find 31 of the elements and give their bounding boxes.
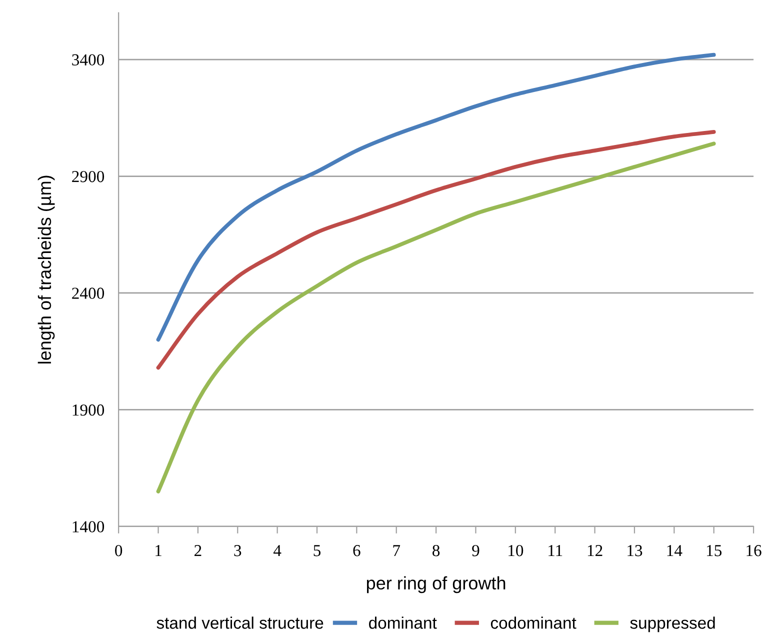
x-tick-label: 10 <box>508 544 524 556</box>
x-tick-label: 8 <box>432 544 440 556</box>
x-axis-title: per ring of growth <box>366 576 506 594</box>
legend-label: codominant <box>490 616 576 629</box>
x-tick-label: 7 <box>393 545 400 556</box>
x-tick-label: 3 <box>234 545 242 556</box>
y-tick-label: 2900 <box>72 170 104 182</box>
x-tick-label: 15 <box>706 545 722 556</box>
x-tick-label: 5 <box>314 545 321 556</box>
line-series <box>156 52 716 342</box>
legend-label: suppressed <box>630 616 715 632</box>
x-tick-label: 0 <box>115 544 122 556</box>
x-tick-label: 11 <box>548 545 562 556</box>
x-tick-label: 16 <box>746 545 762 556</box>
legend-label: dominant <box>369 616 437 629</box>
y-tick-label: 2400 <box>72 288 104 299</box>
x-tick-label: 9 <box>472 545 480 556</box>
legend-title: stand vertical structure <box>156 616 324 629</box>
x-tick-label: 6 <box>353 545 360 556</box>
x-tick-label: 2 <box>194 545 202 556</box>
y-axis-title: length of tracheids (µm) <box>38 176 55 364</box>
line-series <box>156 130 716 370</box>
y-tick-label: 1900 <box>72 404 104 416</box>
x-tick-label: 1 <box>156 545 162 556</box>
line-series <box>156 142 716 494</box>
x-tick-label: 12 <box>588 545 602 556</box>
y-tick-label: 1400 <box>72 521 104 532</box>
y-tick-label: 3400 <box>72 54 104 66</box>
x-tick-label: 13 <box>628 545 642 556</box>
x-tick-label: 14 <box>667 545 682 556</box>
x-tick-label: 4 <box>273 545 282 556</box>
